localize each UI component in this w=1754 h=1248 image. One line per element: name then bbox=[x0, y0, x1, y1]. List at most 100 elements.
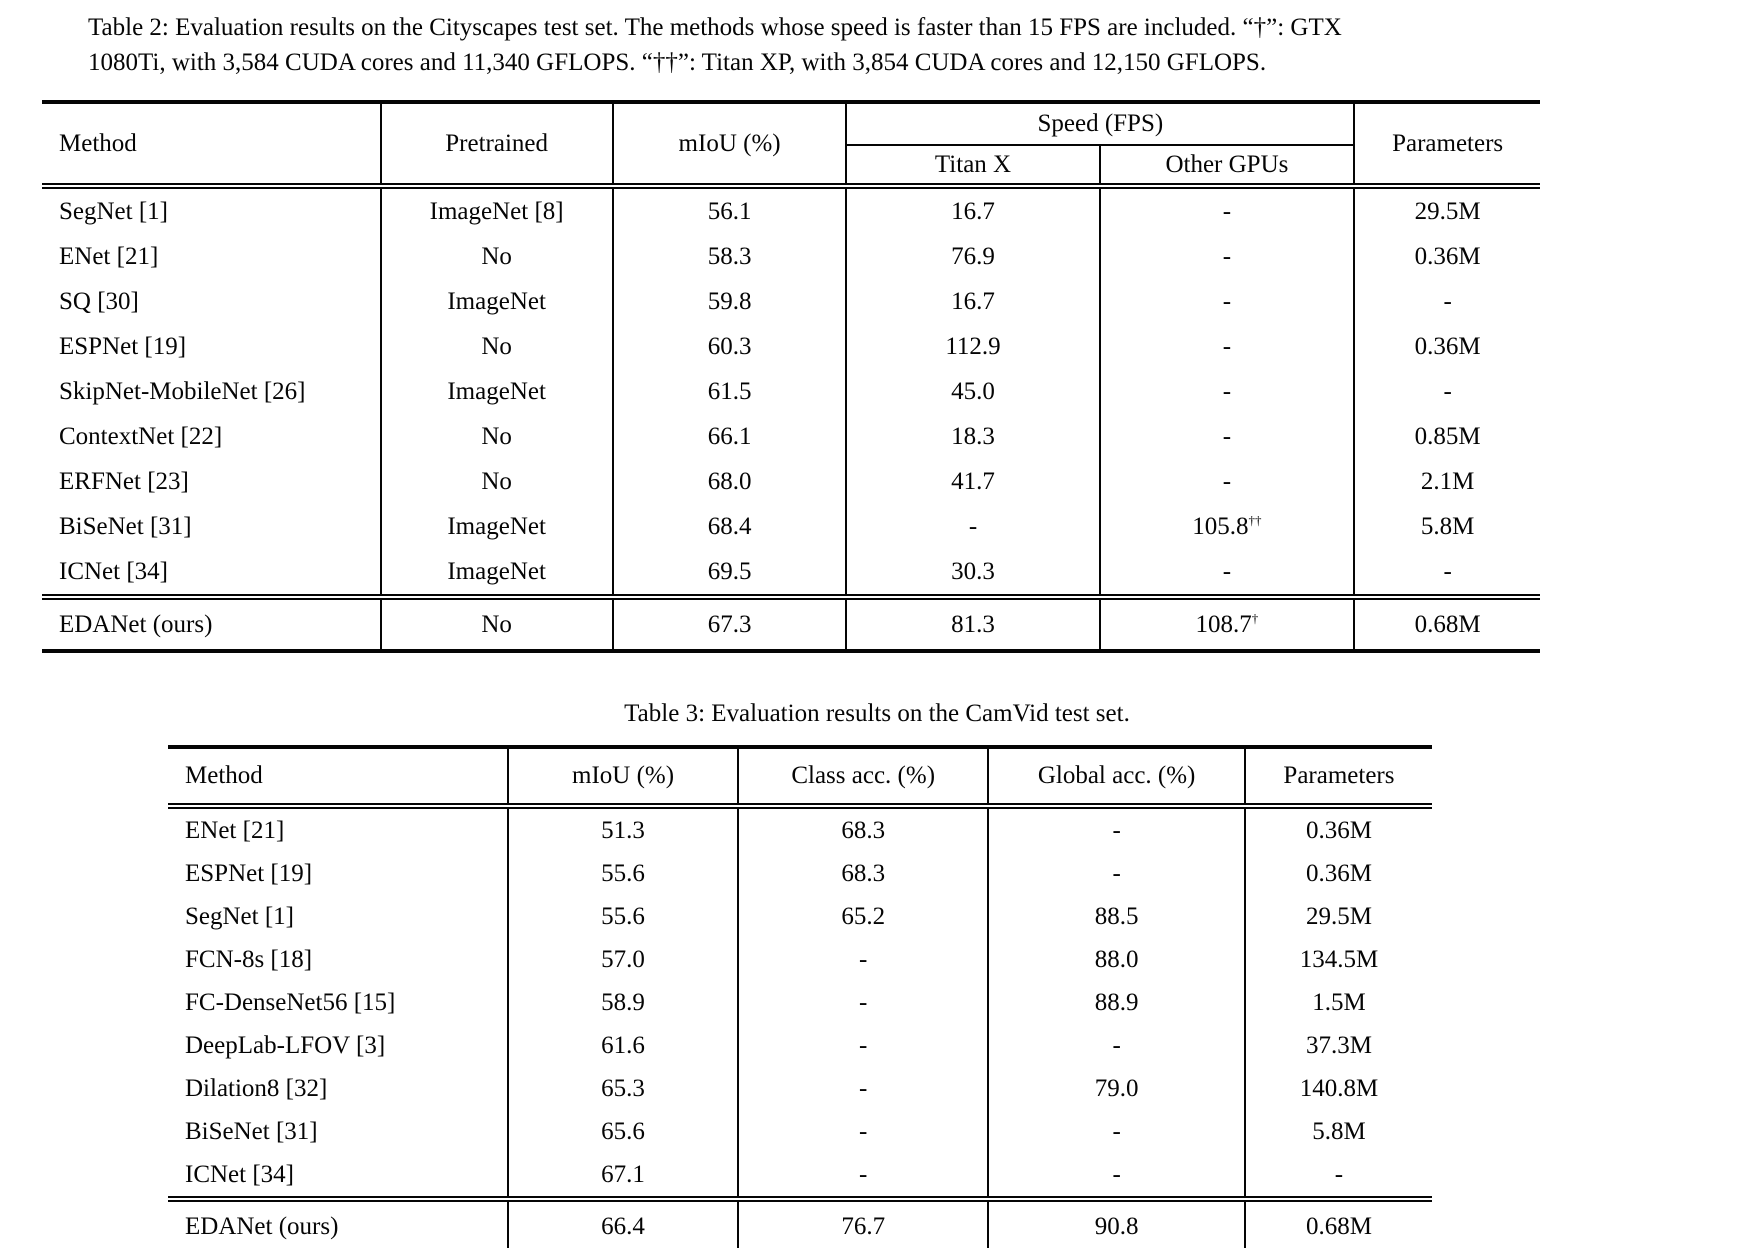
value-cell: 68.4 bbox=[611, 504, 847, 549]
value-cell: 68.3 bbox=[737, 806, 989, 852]
value-cell: - bbox=[1353, 549, 1540, 597]
method-cell: SkipNet-MobileNet [26] bbox=[59, 377, 306, 405]
method-cell: Dilation8 [32] bbox=[185, 1074, 328, 1102]
table3-header-row: Method mIoU (%) Class acc. (%) Global ac… bbox=[168, 747, 1432, 809]
value-cell: 68.3 bbox=[737, 852, 989, 895]
value-cell: No bbox=[379, 414, 613, 459]
value-cell: - bbox=[1098, 549, 1355, 597]
value-cell: 88.0 bbox=[987, 938, 1245, 981]
value-cell: 65.6 bbox=[507, 1110, 739, 1153]
value-cell: ImageNet [8] bbox=[379, 186, 613, 234]
value-cell: - bbox=[737, 1110, 989, 1153]
value-cell: ImageNet bbox=[379, 279, 613, 324]
column-header-method: Method bbox=[42, 102, 381, 189]
value-cell: - bbox=[1243, 1153, 1432, 1199]
value-cell: 1.5M bbox=[1243, 981, 1432, 1024]
value-cell: - bbox=[1098, 324, 1355, 369]
value-cell: - bbox=[1098, 459, 1355, 504]
value-cell: - bbox=[987, 1110, 1245, 1153]
table-row: SkipNet-MobileNet [26] ImageNet 61.5 45.0- - bbox=[42, 369, 1540, 414]
column-header-parameters: Parameters bbox=[1243, 747, 1432, 809]
table-row: BiSeNet [31] ImageNet 68.4-105.8†† 5.8M bbox=[42, 504, 1540, 549]
value-cell: 57.0 bbox=[507, 938, 739, 981]
method-cell: SegNet [1] bbox=[185, 902, 294, 930]
value-cell: 65.3 bbox=[507, 1067, 739, 1110]
method-cell: ICNet [34] bbox=[185, 1160, 294, 1188]
value-cell: - bbox=[737, 1153, 989, 1199]
method-cell: EDANet (ours) bbox=[42, 594, 381, 651]
table3-body: ENet [21] 51.3 68.3-0.36M ESPNet [19] 55.6 68… bbox=[168, 806, 1432, 1199]
value-cell: - bbox=[1353, 279, 1540, 324]
value-cell: 0.68M bbox=[1353, 594, 1540, 651]
value-cell: - bbox=[1098, 234, 1355, 279]
value-cell: 0.36M bbox=[1353, 324, 1540, 369]
value-cell: 60.3 bbox=[611, 324, 847, 369]
method-cell: BiSeNet [31] bbox=[185, 1117, 318, 1145]
value-cell: 0.68M bbox=[1243, 1196, 1432, 1248]
cityscapes-results-table: Method Pretrained mIoU (%) Speed (FPS) P… bbox=[42, 100, 1540, 653]
method-cell: ESPNet [19] bbox=[59, 332, 187, 360]
value-cell: 88.5 bbox=[987, 895, 1245, 938]
value-cell: 0.36M bbox=[1243, 852, 1432, 895]
value-cell: 2.1M bbox=[1353, 459, 1540, 504]
value-cell: 45.0 bbox=[845, 369, 1100, 414]
camvid-results-table: Method mIoU (%) Class acc. (%) Global ac… bbox=[168, 745, 1432, 1248]
value-cell: No bbox=[379, 459, 613, 504]
value-cell: - bbox=[737, 1067, 989, 1110]
method-cell: EDANet (ours) bbox=[168, 1196, 509, 1248]
value-cell: 134.5M bbox=[1243, 938, 1432, 981]
value-cell: 29.5M bbox=[1353, 186, 1540, 234]
value-cell: 16.7 bbox=[845, 279, 1100, 324]
method-cell: ESPNet [19] bbox=[185, 859, 313, 887]
value-cell: 61.6 bbox=[507, 1024, 739, 1067]
value-cell: 81.3 bbox=[845, 594, 1100, 651]
table3-ours-row-group: EDANet (ours) 66.4 76.7 90.8 0.68M bbox=[168, 1196, 1432, 1248]
value-cell: - bbox=[1098, 369, 1355, 414]
value-cell: 108.7† bbox=[1098, 594, 1355, 651]
method-cell: ENet [21] bbox=[185, 816, 285, 844]
value-cell: ImageNet bbox=[379, 549, 613, 597]
method-cell: FC-DenseNet56 [15] bbox=[185, 988, 396, 1016]
table-row: FC-DenseNet56 [15] 58.9-88.9 1.5M bbox=[168, 981, 1432, 1024]
table-row: EDANet (ours) No 67.3 81.3 108.7† 0.68M bbox=[42, 594, 1540, 651]
table-row: SegNet [1] ImageNet [8] 56.1 16.7-29.5M bbox=[42, 186, 1540, 234]
value-cell: - bbox=[987, 1153, 1245, 1199]
method-cell: FCN-8s [18] bbox=[185, 945, 313, 973]
value-cell: 79.0 bbox=[987, 1067, 1245, 1110]
value-cell: No bbox=[379, 594, 613, 651]
table-row: ESPNet [19] No 60.3 112.9-0.36M bbox=[42, 324, 1540, 369]
table-row: ENet [21] 51.3 68.3-0.36M bbox=[168, 806, 1432, 852]
table2-ours-row-group: EDANet (ours) No 67.3 81.3 108.7† 0.68M bbox=[42, 594, 1540, 651]
value-cell: - bbox=[987, 1024, 1245, 1067]
method-cell: BiSeNet [31] bbox=[59, 512, 192, 540]
column-header-global-acc: Global acc. (%) bbox=[987, 747, 1245, 809]
value-cell: 67.1 bbox=[507, 1153, 739, 1199]
value-cell: 65.2 bbox=[737, 895, 989, 938]
dagger-footnote-mark: †† bbox=[1248, 512, 1262, 528]
table-row: ENet [21] No 58.3 76.9-0.36M bbox=[42, 234, 1540, 279]
table-row: ICNet [34] ImageNet 69.5 30.3- - bbox=[42, 549, 1540, 597]
value-cell: 58.9 bbox=[507, 981, 739, 1024]
value-text: 105.8 bbox=[1192, 512, 1249, 540]
value-cell: - bbox=[737, 981, 989, 1024]
value-cell: 69.5 bbox=[611, 549, 847, 597]
column-header-method: Method bbox=[168, 747, 509, 809]
value-cell: - bbox=[1098, 414, 1355, 459]
column-header-pretrained: Pretrained bbox=[379, 102, 613, 189]
value-cell: 30.3 bbox=[845, 549, 1100, 597]
value-cell: 68.0 bbox=[611, 459, 847, 504]
table-row: Dilation8 [32] 65.3-79.0 140.8M bbox=[168, 1067, 1432, 1110]
method-cell: SegNet [1] bbox=[59, 197, 168, 225]
table3-header: Method mIoU (%) Class acc. (%) Global ac… bbox=[168, 747, 1432, 809]
method-cell: ICNet [34] bbox=[59, 557, 168, 585]
column-header-speed-group: Speed (FPS) bbox=[845, 102, 1355, 146]
value-cell: 5.8M bbox=[1243, 1110, 1432, 1153]
value-cell: - bbox=[1098, 279, 1355, 324]
table-row: ContextNet [22] No 66.1 18.3-0.85M bbox=[42, 414, 1540, 459]
value-cell: 76.9 bbox=[845, 234, 1100, 279]
value-cell: 16.7 bbox=[845, 186, 1100, 234]
value-cell: - bbox=[737, 1024, 989, 1067]
value-cell: ImageNet bbox=[379, 504, 613, 549]
value-cell: 0.36M bbox=[1243, 806, 1432, 852]
